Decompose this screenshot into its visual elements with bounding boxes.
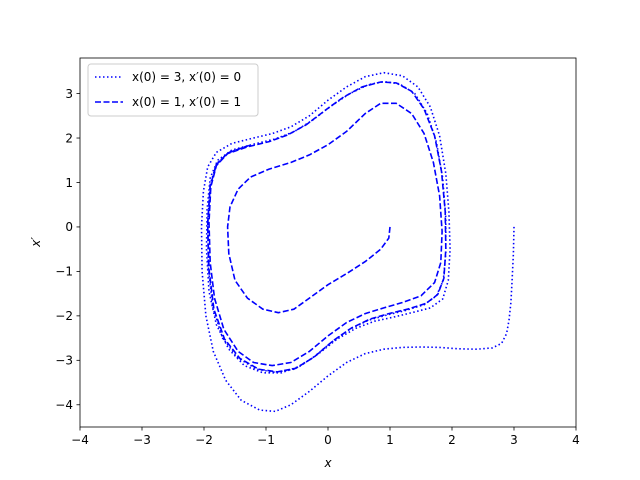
y-tick-label: −2: [55, 309, 73, 323]
x-tick-label: −1: [257, 433, 275, 447]
y-tick-label: 0: [65, 220, 73, 234]
x-tick-label: 1: [386, 433, 394, 447]
y-tick-label: −1: [55, 265, 73, 279]
x-tick-label: 2: [448, 433, 456, 447]
x-tick-label: 4: [572, 433, 580, 447]
y-tick-label: −3: [55, 354, 73, 368]
legend-label-series-2: x(0) = 1, x′(0) = 1: [132, 95, 241, 109]
y-tick-label: −4: [55, 398, 73, 412]
x-tick-label: −3: [133, 433, 151, 447]
y-tick-label: 3: [65, 87, 73, 101]
series-layer: [200, 71, 515, 413]
x-tick-label: −2: [195, 433, 213, 447]
y-axis-ticks: −4 −3 −2 −1 0 1 2 3: [55, 87, 80, 412]
y-tick-label: 2: [65, 131, 73, 145]
legend: x(0) = 3, x′(0) = 0 x(0) = 1, x′(0) = 1: [87, 63, 259, 117]
series-line-2: [206, 81, 447, 373]
y-tick-label: 1: [65, 176, 73, 190]
x-tick-label: −4: [71, 433, 89, 447]
x-axis-ticks: −4 −3 −2 −1 0 1 2 3 4: [71, 427, 580, 447]
x-tick-label: 0: [324, 433, 332, 447]
x-tick-label: 3: [510, 433, 518, 447]
x-axis-label: x: [323, 456, 332, 470]
legend-label-series-1: x(0) = 3, x′(0) = 0: [132, 70, 241, 84]
series-line-1: [200, 71, 515, 413]
plot-area: −4 −3 −2 −1 0 1 2 3 4 −4 −3 −2 −1 0 1 2 3: [55, 57, 580, 447]
y-axis-label: x′: [29, 237, 43, 248]
legend-box: [87, 63, 259, 117]
